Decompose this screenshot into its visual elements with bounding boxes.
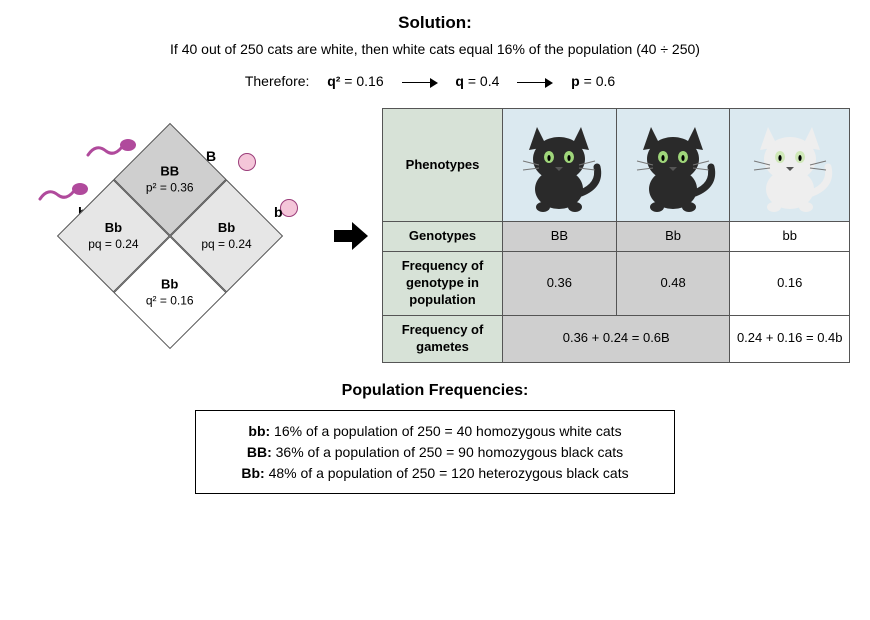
q-label: q xyxy=(455,73,464,89)
arrow-icon xyxy=(402,78,438,88)
equation-line: Therefore: q² = 0.16 q = 0.4 p = 0.6 xyxy=(20,72,850,90)
cat-white xyxy=(730,109,850,222)
genotype-cell: bb xyxy=(730,222,850,252)
freq-gamete-cell: 0.24 + 0.16 = 0.4b xyxy=(730,316,850,363)
eq-prefix: Therefore: xyxy=(245,73,310,89)
freq-gamete-cell: 0.36 + 0.24 = 0.6B xyxy=(503,316,730,363)
sperm-icon xyxy=(86,137,140,159)
popfreq-line: bb: 16% of a population of 250 = 40 homo… xyxy=(210,422,660,440)
solution-title: Solution: xyxy=(20,12,850,34)
freq-geno-cell: 0.16 xyxy=(730,252,850,316)
row-genotypes: Genotypes xyxy=(383,222,503,252)
arrow-icon xyxy=(517,78,553,88)
phenotype-table: Phenotypes Genotypes BB Bb bb Frequency … xyxy=(382,108,850,362)
row-freq-geno: Frequency of genotype in population xyxy=(383,252,503,316)
punnett-square: B B b b BBp² = 0.36 Bbpq = 0.24 Bbpq = 0… xyxy=(20,121,320,351)
freq-geno-cell: 0.48 xyxy=(616,252,730,316)
egg-icon xyxy=(238,153,256,171)
cat-black-2 xyxy=(616,109,730,222)
allele-label: b xyxy=(274,203,283,221)
arrow-icon xyxy=(334,222,368,250)
popfreq-title: Population Frequencies: xyxy=(20,381,850,402)
row-freq-gamete: Frequency of gametes xyxy=(383,316,503,363)
cat-black-1 xyxy=(503,109,617,222)
solution-subtitle: If 40 out of 250 cats are white, then wh… xyxy=(20,40,850,58)
popfreq-box: bb: 16% of a population of 250 = 40 homo… xyxy=(195,410,675,495)
sperm-icon xyxy=(38,181,92,203)
row-phenotypes: Phenotypes xyxy=(383,109,503,222)
genotype-cell: BB xyxy=(503,222,617,252)
popfreq-line: BB: 36% of a population of 250 = 90 homo… xyxy=(210,443,660,461)
p-label: p xyxy=(571,73,580,89)
q-val: = 0.4 xyxy=(464,73,499,89)
q2-label: q² xyxy=(327,73,340,89)
p-val: = 0.6 xyxy=(580,73,615,89)
q2-val: = 0.16 xyxy=(340,73,383,89)
popfreq-line: Bb: 48% of a population of 250 = 120 het… xyxy=(210,464,660,482)
egg-icon xyxy=(280,199,298,217)
genotype-cell: Bb xyxy=(616,222,730,252)
freq-geno-cell: 0.36 xyxy=(503,252,617,316)
